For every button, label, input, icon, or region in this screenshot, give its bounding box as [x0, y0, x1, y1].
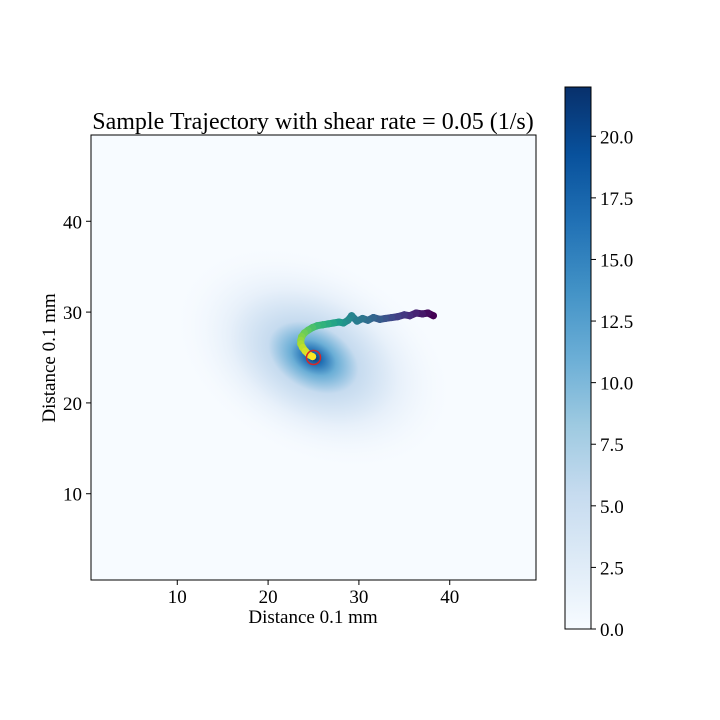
y-axis-label: Distance 0.1 mm — [39, 293, 60, 423]
trajectory-point — [424, 309, 432, 317]
plot-area — [90, 134, 537, 581]
colorbar-tick-label: 7.5 — [600, 435, 624, 456]
y-axis: 10 20 30 40 — [63, 212, 91, 506]
trajectory-path — [297, 309, 437, 361]
y-tick-label: 40 — [63, 212, 82, 233]
trajectory-point — [369, 313, 378, 322]
y-tick-label: 30 — [63, 303, 82, 324]
trajectory-point — [358, 314, 367, 323]
trajectory-point — [318, 321, 327, 329]
x-tick-label: 10 — [168, 587, 187, 608]
trajectory-point — [364, 316, 372, 324]
trajectory-point — [308, 352, 317, 361]
trajectory-point — [388, 313, 396, 322]
trajectory-point — [335, 318, 343, 326]
colorbar-tick-label: 2.5 — [600, 558, 624, 579]
colorbar-tick-label: 5.0 — [600, 497, 624, 518]
trajectory-point — [353, 317, 361, 325]
colorbar-ticks: 0.0 2.5 5.0 7.5 10.0 12.5 15.0 17.5 20.0 — [591, 127, 633, 641]
y-tick-label: 20 — [63, 394, 82, 415]
x-tick-label: 20 — [259, 587, 278, 608]
trajectory-point — [418, 310, 427, 318]
trajectory-point — [329, 319, 338, 327]
x-tick-label: 30 — [349, 587, 368, 608]
colorbar-tick-label: 20.0 — [600, 127, 633, 148]
colorbar-tick-label: 0.0 — [600, 620, 624, 641]
x-axis: 10 20 30 40 — [168, 580, 459, 608]
x-axis-label: Distance 0.1 mm — [248, 607, 378, 628]
chart-title: Sample Trajectory with shear rate = 0.05… — [92, 109, 533, 135]
plot-frame — [90, 134, 537, 581]
trajectory-point — [376, 315, 384, 323]
colorbar-fill — [565, 87, 591, 629]
colorbar: 0.0 2.5 5.0 7.5 10.0 12.5 15.0 17.5 20.0 — [564, 86, 633, 641]
colorbar-tick-label: 15.0 — [600, 250, 633, 271]
colorbar-tick-label: 10.0 — [600, 374, 633, 395]
trajectory-point — [394, 313, 402, 321]
start-marker — [305, 349, 322, 366]
trajectory-point — [400, 311, 408, 319]
trajectory-point — [324, 320, 332, 328]
x-tick-label: 40 — [440, 587, 459, 608]
colorbar-frame — [564, 86, 592, 630]
trajectory-point — [381, 314, 389, 323]
y-tick-label: 10 — [63, 485, 82, 506]
trajectory-point — [412, 309, 420, 317]
colorbar-tick-label: 17.5 — [600, 189, 633, 210]
trajectory-point — [429, 312, 437, 320]
trajectory-point — [406, 312, 414, 320]
colorbar-tick-label: 12.5 — [600, 312, 633, 333]
